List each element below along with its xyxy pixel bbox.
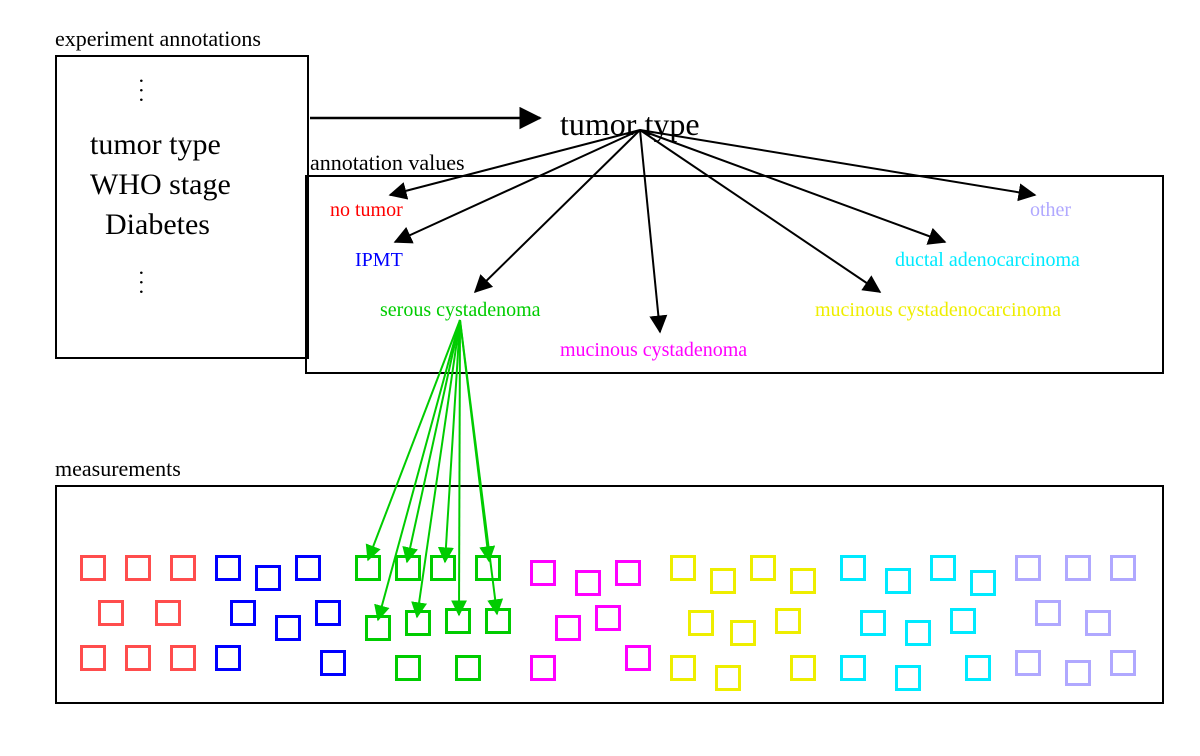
measurement-square (155, 600, 181, 626)
value-label-muc-cyst: mucinous cystadenoma (560, 340, 747, 360)
measurement-square (965, 655, 991, 681)
ellipsis-icon: ... (134, 78, 160, 107)
measurement-square (710, 568, 736, 594)
measurement-square (615, 560, 641, 586)
measurement-square (1085, 610, 1111, 636)
measurement-square (790, 568, 816, 594)
tumor-type-title: tumor type (560, 108, 700, 140)
measurement-square (688, 610, 714, 636)
experiment-annotations-label: experiment annotations (55, 28, 261, 50)
measurement-square (170, 645, 196, 671)
ellipsis-icon: ... (134, 270, 160, 299)
measurement-square (170, 555, 196, 581)
measurement-square (255, 565, 281, 591)
measurement-square (125, 555, 151, 581)
measurement-square (895, 665, 921, 691)
measurement-square (215, 555, 241, 581)
measurement-square (365, 615, 391, 641)
diagram-stage: experiment annotations ... tumor type WHO… (0, 0, 1200, 756)
value-label-muc-carc: mucinous cystadenocarcinoma (815, 300, 1061, 320)
measurement-square (1065, 660, 1091, 686)
measurement-square (750, 555, 776, 581)
measurement-square (98, 600, 124, 626)
measurement-square (1035, 600, 1061, 626)
measurement-square (355, 555, 381, 581)
experiment-annotations-box (55, 55, 309, 359)
measurement-square (395, 555, 421, 581)
measurement-square (230, 600, 256, 626)
value-label-other: other (1030, 200, 1071, 220)
measurement-square (405, 610, 431, 636)
measurement-square (125, 645, 151, 671)
measurement-square (445, 608, 471, 634)
measurement-square (885, 568, 911, 594)
measurement-square (1015, 650, 1041, 676)
measurement-square (730, 620, 756, 646)
value-label-serous: serous cystadenoma (380, 300, 541, 320)
measurements-box (55, 485, 1164, 704)
measurement-square (1110, 555, 1136, 581)
measurement-square (950, 608, 976, 634)
measurement-square (1110, 650, 1136, 676)
annotation-values-label: annotation values (310, 152, 465, 174)
measurement-square (430, 555, 456, 581)
measurement-square (80, 645, 106, 671)
measurement-square (555, 615, 581, 641)
measurement-square (670, 655, 696, 681)
measurement-square (530, 560, 556, 586)
measurement-square (970, 570, 996, 596)
measurement-square (775, 608, 801, 634)
measurement-square (475, 555, 501, 581)
experiment-item: Diabetes (105, 210, 210, 240)
experiment-item: WHO stage (90, 170, 231, 200)
value-label-ipmt: IPMT (355, 250, 403, 270)
measurement-square (455, 655, 481, 681)
measurement-square (625, 645, 651, 671)
measurement-square (1065, 555, 1091, 581)
measurement-square (930, 555, 956, 581)
measurement-square (395, 655, 421, 681)
measurement-square (275, 615, 301, 641)
value-label-no-tumor: no tumor (330, 200, 403, 220)
measurement-square (715, 665, 741, 691)
measurement-square (295, 555, 321, 581)
measurement-square (575, 570, 601, 596)
experiment-item: tumor type (90, 130, 221, 160)
measurement-square (860, 610, 886, 636)
measurements-label: measurements (55, 458, 181, 480)
value-label-ductal: ductal adenocarcinoma (895, 250, 1080, 270)
measurement-square (320, 650, 346, 676)
measurement-square (840, 655, 866, 681)
measurement-square (840, 555, 866, 581)
measurement-square (485, 608, 511, 634)
measurement-square (530, 655, 556, 681)
measurement-square (905, 620, 931, 646)
measurement-square (595, 605, 621, 631)
measurement-square (790, 655, 816, 681)
measurement-square (215, 645, 241, 671)
measurement-square (80, 555, 106, 581)
measurement-square (315, 600, 341, 626)
measurement-square (670, 555, 696, 581)
measurement-square (1015, 555, 1041, 581)
